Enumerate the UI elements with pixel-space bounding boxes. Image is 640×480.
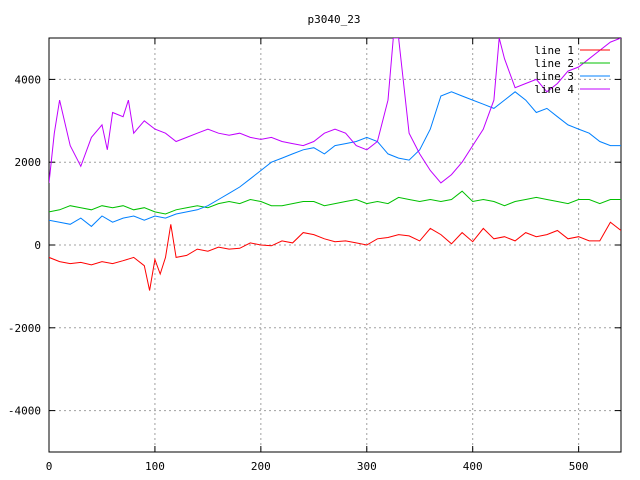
series-line-2 (49, 190, 621, 215)
series-group (49, 38, 621, 291)
x-tick-label: 300 (357, 460, 377, 473)
x-tick-label: 500 (569, 460, 589, 473)
legend-label-4: line 4 (534, 83, 574, 96)
chart-title: p3040_23 (308, 13, 361, 26)
x-tick-label: 100 (145, 460, 165, 473)
grid (49, 38, 621, 452)
axes: 0 100 200 300 400 500 -4000 -2000 0 2000 4000 (8, 37, 622, 473)
series-line-1 (49, 221, 621, 291)
y-tick-label: 4000 (15, 73, 42, 86)
y-tick-label: -2000 (8, 322, 41, 335)
series-line-3 (49, 91, 621, 228)
legend-label-2: line 2 (534, 57, 574, 70)
y-tick-label: 0 (34, 239, 41, 252)
series-line-4 (49, 38, 621, 184)
x-tick-label: 200 (251, 460, 271, 473)
x-tick-label: 0 (46, 460, 53, 473)
legend-label-3: line 3 (534, 70, 574, 83)
y-tick-label: 2000 (15, 156, 42, 169)
x-tick-label: 400 (463, 460, 483, 473)
y-tick-label: -4000 (8, 405, 41, 418)
legend-label-1: line 1 (534, 44, 574, 57)
